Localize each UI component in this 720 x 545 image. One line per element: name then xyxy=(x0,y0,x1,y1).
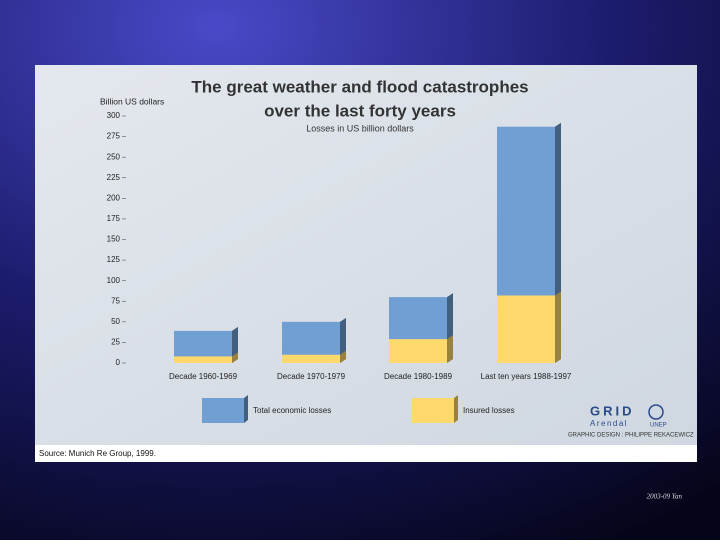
bar xyxy=(389,339,447,363)
source: Source: Munich Re Group, 1999. xyxy=(39,449,156,458)
legend-swatch xyxy=(412,398,454,423)
y-tick-label: 300 xyxy=(107,111,121,120)
logo-name: GRID xyxy=(590,403,635,418)
logo-place: Arendal xyxy=(590,419,628,428)
bar xyxy=(174,356,232,363)
x-tick-label: Decade 1980-1989 xyxy=(384,372,453,381)
x-tick-label: Last ten years 1988-1997 xyxy=(481,372,572,381)
y-tick-label: 200 xyxy=(107,193,121,202)
bar-side xyxy=(232,352,238,363)
legend-swatch xyxy=(202,398,244,423)
chart-panel xyxy=(35,65,697,445)
y-tick-label: 75 xyxy=(111,296,120,305)
x-tick-label: Decade 1970-1979 xyxy=(277,372,346,381)
chart-title: over the last forty years xyxy=(264,101,456,120)
bar xyxy=(282,354,340,363)
y-tick-label: 175 xyxy=(107,214,121,223)
y-tick-label: 125 xyxy=(107,255,121,264)
y-tick-label: 50 xyxy=(111,317,120,326)
y-tick-label: 150 xyxy=(107,235,121,244)
legend-swatch-side xyxy=(454,395,458,423)
chart-subtitle: Losses in US billion dollars xyxy=(306,123,414,133)
bar-side xyxy=(340,350,346,363)
logo-icon xyxy=(648,404,664,420)
y-tick-label: 275 xyxy=(107,132,121,141)
bar-side xyxy=(555,291,561,363)
legend-swatch-side xyxy=(244,395,248,423)
legend-label: Total economic losses xyxy=(253,406,331,415)
y-tick-label: 25 xyxy=(111,338,120,347)
bar-side xyxy=(340,317,346,363)
y-tick-label: 100 xyxy=(107,276,121,285)
logo-org: UNEP xyxy=(650,423,667,429)
y-axis-label: Billion US dollars xyxy=(100,96,164,106)
legend-label: Insured losses xyxy=(463,406,515,415)
y-tick-label: 250 xyxy=(107,152,121,161)
y-tick-label: 225 xyxy=(107,173,121,182)
source-strip xyxy=(35,445,697,462)
bar-side xyxy=(447,335,453,363)
footer: 2003-09 Yan xyxy=(647,493,683,501)
credits: GRAPHIC DESIGN : PHILIPPE REKACEWICZ xyxy=(568,433,694,439)
y-tick-label: 0 xyxy=(116,358,121,367)
x-tick-label: Decade 1960-1969 xyxy=(169,372,238,381)
bar xyxy=(497,295,555,363)
chart-title: The great weather and flood catastrophes xyxy=(191,77,528,96)
